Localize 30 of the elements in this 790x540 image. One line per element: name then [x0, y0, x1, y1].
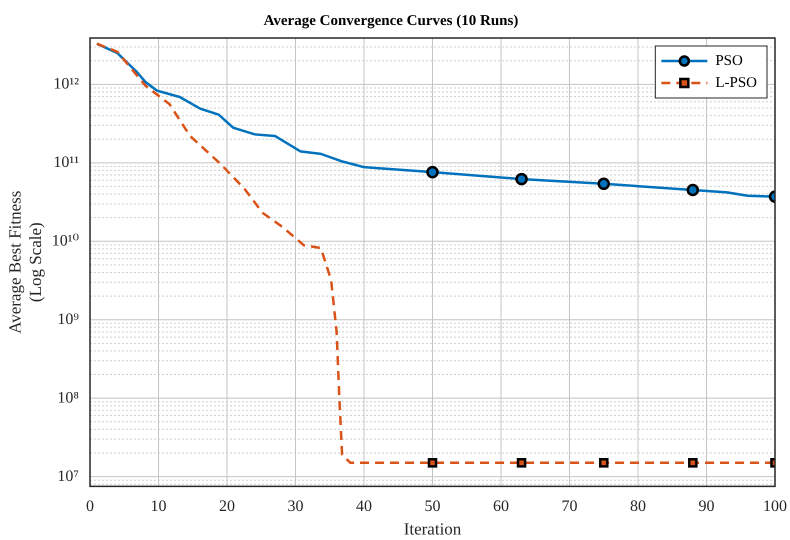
- y-tick-label: 10⁸: [57, 389, 80, 406]
- point: [688, 458, 698, 468]
- y-tick-label: 10¹⁰: [52, 232, 80, 250]
- y-axis-title: Average Best Fitness (Log Scale): [6, 190, 46, 334]
- x-tick-label: 10: [150, 498, 167, 516]
- y-tick-label: 10⁷: [57, 468, 80, 485]
- x-tick-label: 40: [356, 498, 372, 516]
- x-tick-label: 70: [562, 498, 578, 516]
- x-tick-label: 60: [493, 498, 510, 516]
- point: [516, 458, 526, 468]
- chart-title: Average Convergence Curves (10 Runs): [264, 12, 518, 29]
- y-tick-label: 10¹²: [53, 76, 80, 93]
- x-axis-title: Iteration: [404, 519, 462, 538]
- x-tick-label: 90: [698, 498, 714, 516]
- x-tick-label: 0: [86, 498, 94, 516]
- x-tick-label: 50: [424, 498, 441, 516]
- point: [686, 184, 700, 196]
- point: [598, 178, 610, 190]
- legend-label: PSO: [715, 52, 744, 69]
- legend-label: L-PSO: [715, 74, 758, 91]
- x-tick-label: 80: [630, 498, 646, 516]
- point: [598, 458, 609, 468]
- y-tick-label: 10⁹: [57, 310, 80, 328]
- point: [515, 172, 528, 186]
- x-tick-label: 100: [763, 498, 787, 516]
- x-tick-label: 20: [219, 498, 236, 516]
- point: [428, 458, 438, 468]
- point: [426, 166, 439, 178]
- y-tick-label: 10¹¹: [53, 154, 80, 172]
- x-tick-label: 30: [288, 498, 304, 516]
